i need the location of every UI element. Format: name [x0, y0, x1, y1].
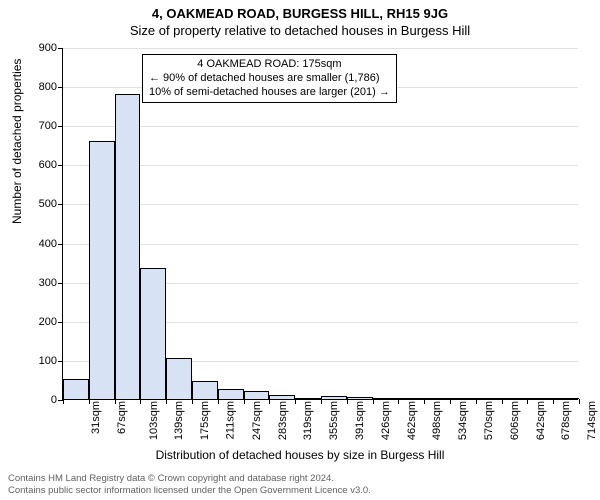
x-tick-mark [424, 399, 425, 404]
histogram-bar [218, 389, 244, 399]
x-tick-label: 498sqm [432, 401, 444, 440]
histogram-bar [450, 398, 476, 399]
histogram-bar [347, 397, 373, 399]
x-tick-label: 355sqm [328, 401, 340, 440]
y-tick-mark [58, 165, 63, 166]
y-tick-label: 700 [29, 120, 57, 132]
x-tick-mark [527, 399, 528, 404]
x-tick-label: 462sqm [406, 401, 418, 440]
y-tick-label: 300 [29, 277, 57, 289]
x-axis-label: Distribution of detached houses by size … [0, 448, 600, 462]
histogram-bar [553, 398, 579, 399]
y-tick-label: 0 [29, 394, 57, 406]
x-tick-mark [295, 399, 296, 404]
y-tick-label: 900 [29, 42, 57, 54]
annotation-line-2: ← 90% of detached houses are smaller (1,… [149, 72, 390, 86]
x-tick-label: 139sqm [174, 401, 186, 440]
y-tick-mark [58, 361, 63, 362]
x-tick-mark [269, 399, 270, 404]
x-tick-mark [398, 399, 399, 404]
x-tick-mark [476, 399, 477, 404]
y-tick-mark [58, 204, 63, 205]
x-tick-mark [579, 399, 580, 404]
x-tick-mark [347, 399, 348, 404]
x-tick-label: 714sqm [586, 401, 598, 440]
x-tick-mark [140, 399, 141, 404]
y-tick-label: 600 [29, 159, 57, 171]
grid-line [63, 48, 578, 49]
y-tick-mark [58, 126, 63, 127]
histogram-bar [295, 398, 321, 399]
y-tick-mark [58, 283, 63, 284]
histogram-bar [115, 94, 141, 399]
y-tick-mark [58, 322, 63, 323]
x-tick-label: 391sqm [354, 401, 366, 440]
x-tick-label: 247sqm [251, 401, 263, 440]
x-tick-label: 642sqm [535, 401, 547, 440]
histogram-bar [502, 398, 528, 399]
y-tick-label: 100 [29, 355, 57, 367]
y-tick-label: 400 [29, 238, 57, 250]
x-tick-label: 67sqm [116, 401, 128, 434]
histogram-bar [89, 141, 115, 399]
y-tick-label: 500 [29, 198, 57, 210]
x-tick-mark [166, 399, 167, 404]
x-tick-label: 103sqm [148, 401, 160, 440]
histogram-bar [398, 398, 424, 399]
y-tick-mark [58, 244, 63, 245]
y-axis-label: Number of detached properties [10, 59, 24, 224]
x-tick-label: 534sqm [457, 401, 469, 440]
x-tick-label: 31sqm [90, 401, 102, 434]
x-tick-label: 175sqm [199, 401, 211, 440]
x-tick-mark [63, 399, 64, 404]
y-tick-mark [58, 48, 63, 49]
x-tick-mark [218, 399, 219, 404]
chart-plot-area: 010020030040050060070080090031sqm67sqm10… [62, 48, 578, 400]
x-tick-mark [373, 399, 374, 404]
chart-title-sub: Size of property relative to detached ho… [0, 21, 600, 38]
histogram-bar [192, 381, 218, 399]
x-tick-label: 570sqm [483, 401, 495, 440]
footer-attribution: Contains HM Land Registry data © Crown c… [8, 473, 371, 496]
x-tick-label: 283sqm [277, 401, 289, 440]
annotation-line-3: 10% of semi-detached houses are larger (… [149, 86, 390, 100]
histogram-bar [63, 379, 89, 399]
x-tick-mark [192, 399, 193, 404]
x-tick-label: 426sqm [380, 401, 392, 440]
histogram-bar [140, 268, 166, 399]
histogram-bar [476, 398, 502, 399]
histogram-bar [166, 358, 192, 399]
annotation-box: 4 OAKMEAD ROAD: 175sqm ← 90% of detached… [142, 54, 397, 103]
histogram-bar [373, 398, 399, 399]
x-tick-mark [502, 399, 503, 404]
footer-line-1: Contains HM Land Registry data © Crown c… [8, 473, 371, 484]
x-tick-mark [450, 399, 451, 404]
x-tick-mark [553, 399, 554, 404]
annotation-line-1: 4 OAKMEAD ROAD: 175sqm [149, 58, 390, 72]
histogram-bar [424, 398, 450, 399]
x-tick-label: 606sqm [509, 401, 521, 440]
x-tick-mark [244, 399, 245, 404]
histogram-bar [527, 398, 553, 399]
footer-line-2: Contains public sector information licen… [8, 485, 371, 496]
x-tick-mark [115, 399, 116, 404]
y-tick-mark [58, 87, 63, 88]
histogram-bar [321, 396, 347, 399]
x-tick-mark [321, 399, 322, 404]
chart-title-main: 4, OAKMEAD ROAD, BURGESS HILL, RH15 9JG [0, 0, 600, 21]
histogram-bar [244, 391, 270, 399]
y-tick-label: 200 [29, 316, 57, 328]
x-tick-label: 678sqm [561, 401, 573, 440]
y-tick-label: 800 [29, 81, 57, 93]
x-tick-mark [89, 399, 90, 404]
x-tick-label: 211sqm [224, 401, 236, 439]
x-tick-label: 319sqm [303, 401, 315, 440]
histogram-bar [269, 395, 295, 399]
